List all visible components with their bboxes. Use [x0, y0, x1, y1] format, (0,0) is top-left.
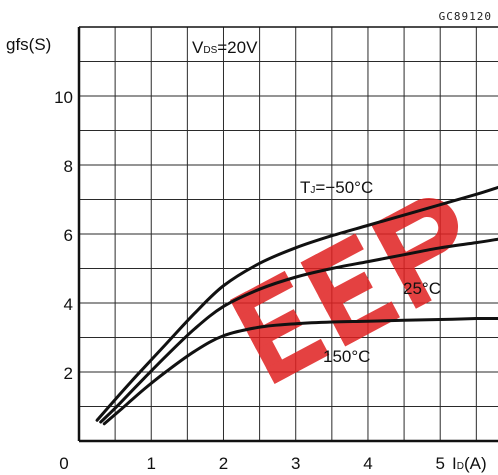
x-tick-label: 3	[291, 454, 300, 473]
x-tick-label: 4	[363, 454, 372, 473]
watermark-e2-bottom	[336, 301, 400, 347]
figure-reference-code: GC89120	[438, 10, 492, 23]
watermark-e2-mid	[318, 271, 373, 312]
condition-sub: DS	[203, 45, 217, 56]
y-axis-label: gfs(S)	[6, 35, 51, 54]
series-line-2	[99, 237, 498, 424]
series-line-1	[95, 185, 498, 422]
x-tick-label: 5	[435, 454, 444, 473]
condition-label: VDS=20V	[192, 38, 258, 57]
condition-rest: =20V	[217, 38, 258, 57]
plot-frame	[77, 26, 498, 443]
watermark-e1-bottom	[266, 338, 330, 384]
x-tick-label: 1	[147, 454, 156, 473]
series-line-3	[102, 316, 498, 426]
y-tick-label: 10	[54, 88, 73, 107]
y-tick-label: 2	[64, 364, 73, 383]
y-tick-label: 6	[64, 226, 73, 245]
curves	[95, 185, 498, 426]
x-axis-label: ID(A)	[452, 454, 487, 473]
watermark-e1-mid	[247, 309, 303, 350]
tick-labels: 2 4 6 8 10 0 1 2 3 4 5	[54, 88, 445, 473]
series-label-150: 150°C	[323, 347, 370, 366]
watermark-letters	[230, 198, 459, 384]
condition-main: V	[192, 38, 204, 57]
watermark-e1-top	[230, 270, 294, 316]
y-tick-label: 8	[64, 157, 73, 176]
watermark-logo	[230, 198, 459, 384]
x-tick-label: 2	[219, 454, 228, 473]
x-tick-label: 0	[59, 454, 68, 473]
y-tick-label: 4	[64, 295, 73, 314]
series-label-minus50: TJ=−50°C	[300, 178, 373, 197]
series-label-25: 25°C	[403, 279, 441, 298]
watermark-e2-top	[300, 233, 364, 279]
